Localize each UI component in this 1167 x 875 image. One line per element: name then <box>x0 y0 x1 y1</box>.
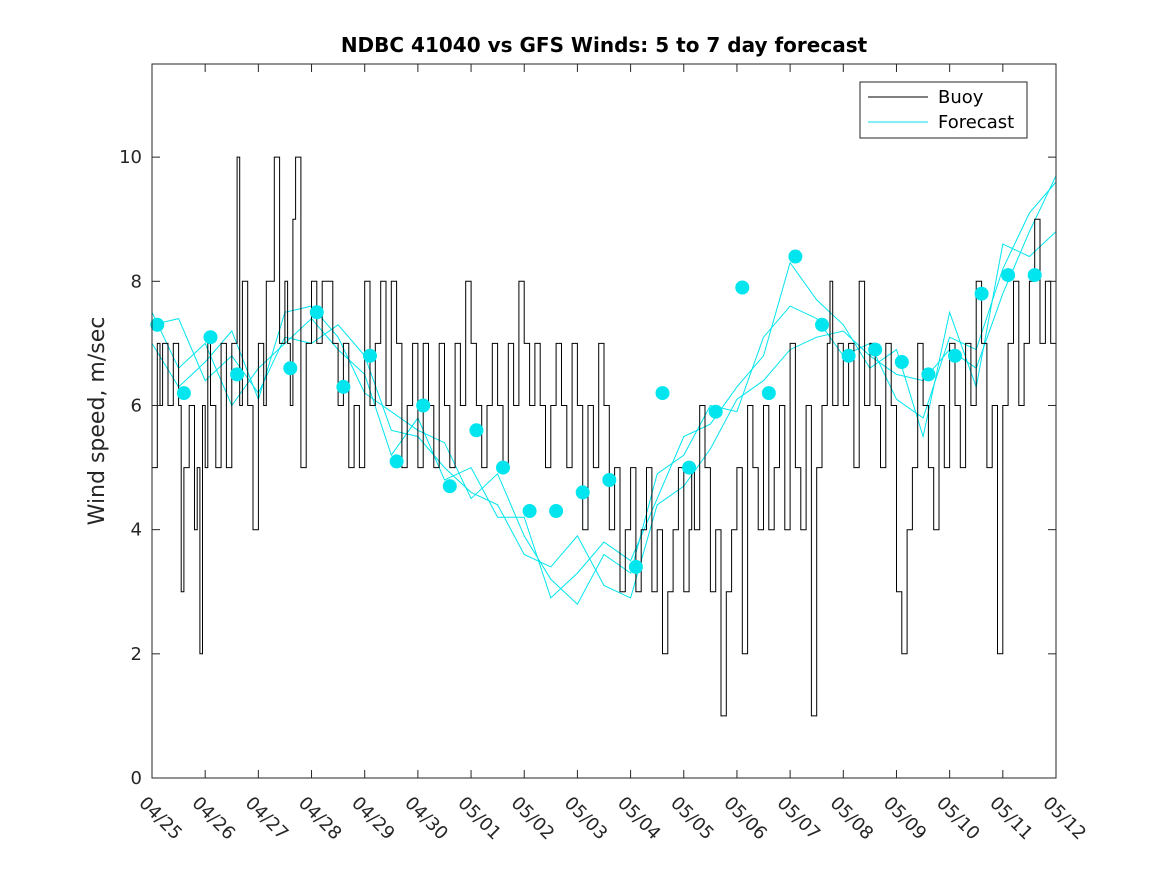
forecast-marker <box>1001 268 1016 283</box>
legend-label-forecast: Forecast <box>938 112 1014 133</box>
forecast-marker <box>948 348 962 363</box>
forecast-marker <box>841 348 856 363</box>
forecast-marker <box>150 317 165 332</box>
forecast-marker <box>416 398 431 413</box>
forecast-marker <box>868 342 883 357</box>
chart-title: NDBC 41040 vs GFS Winds: 5 to 7 day fore… <box>341 33 868 57</box>
forecast-marker <box>708 404 723 419</box>
forecast-marker <box>549 504 564 518</box>
axes-box <box>151 63 1057 779</box>
forecast-marker <box>1027 268 1042 283</box>
y-tick-label: 0 <box>131 768 142 789</box>
legend: Buoy Forecast <box>859 81 1028 139</box>
forecast-marker <box>283 361 298 376</box>
forecast-marker <box>735 280 750 295</box>
forecast-marker <box>761 386 776 401</box>
forecast-marker <box>602 473 617 487</box>
series-layer <box>150 156 1057 717</box>
forecast-marker <box>442 479 457 494</box>
forecast-marker <box>363 348 377 363</box>
forecast-marker <box>203 330 218 345</box>
y-tick-label: 4 <box>131 520 142 541</box>
forecast-marker <box>655 386 670 401</box>
forecast-marker <box>894 355 909 369</box>
forecast-marker <box>230 367 245 382</box>
forecast-marker <box>974 286 989 301</box>
forecast-marker <box>628 559 643 574</box>
forecast-line <box>151 175 1057 599</box>
forecast-line <box>151 181 1057 606</box>
y-tick-label: 6 <box>131 395 142 416</box>
forecast-marker <box>496 460 510 475</box>
forecast-line <box>151 231 1057 599</box>
y-tick-label: 2 <box>131 644 142 665</box>
plot-area <box>152 64 1056 778</box>
forecast-marker <box>469 423 484 438</box>
forecast-marker <box>336 379 351 394</box>
forecast-marker <box>788 249 803 264</box>
legend-label-buoy: Buoy <box>938 87 984 108</box>
forecast-marker <box>815 317 829 332</box>
y-tick-label: 8 <box>131 271 142 292</box>
forecast-marker <box>522 504 537 518</box>
forecast-marker <box>575 485 590 500</box>
y-tick-label: 10 <box>119 147 142 168</box>
forecast-marker <box>389 454 404 469</box>
forecast-marker <box>176 386 191 401</box>
y-axis-label: Wind speed, m/sec <box>85 317 110 526</box>
y-axis: 0 2 4 6 8 10 <box>119 147 1056 789</box>
forecast-marker <box>309 305 324 320</box>
forecast-marker <box>921 367 936 382</box>
legend-box <box>859 81 1028 139</box>
buoy-line <box>152 156 1057 717</box>
forecast-marker <box>682 460 697 475</box>
